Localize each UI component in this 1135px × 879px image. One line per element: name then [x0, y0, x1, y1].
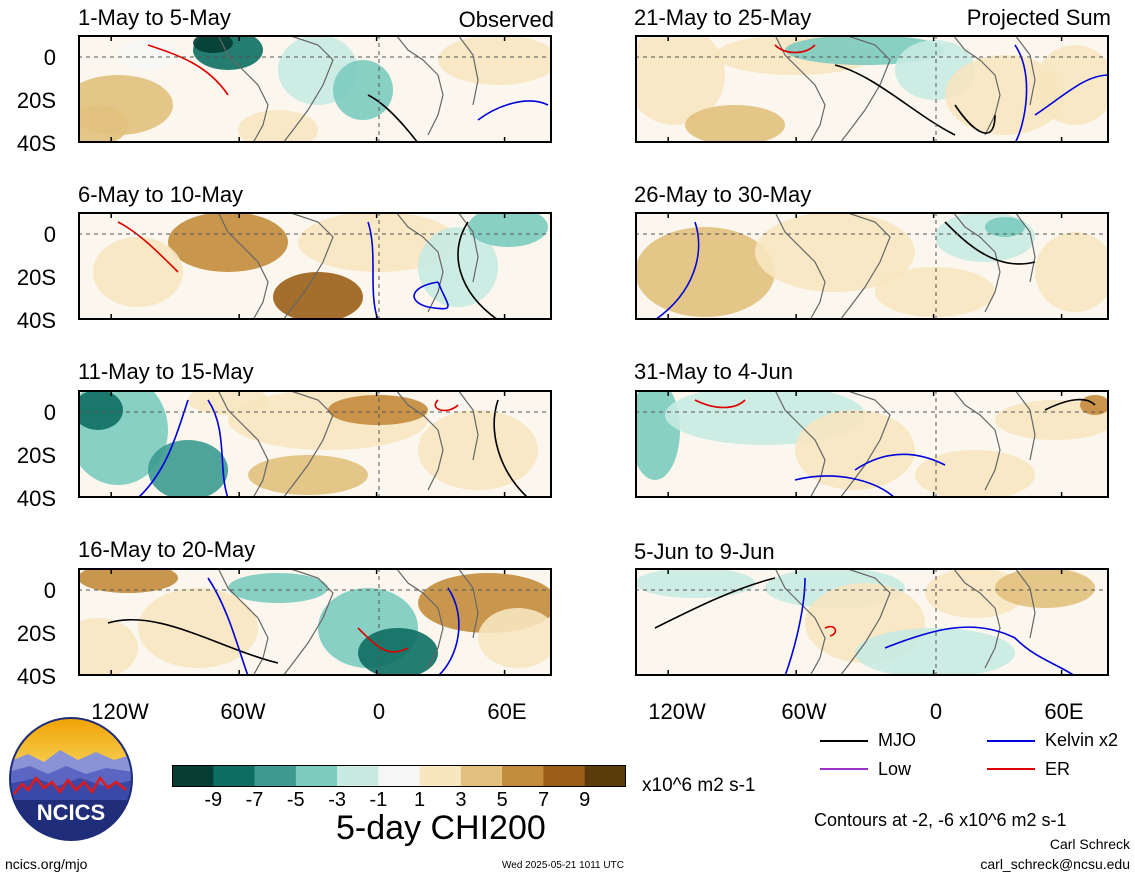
colorbar-tick-label: 3 — [455, 789, 467, 811]
colorbar-tick-label: -1 — [369, 789, 388, 811]
colorbar-units: x10^6 m2 s-1 — [642, 775, 756, 796]
colorbar-swatch — [295, 765, 338, 787]
y-tick-label: 20S — [16, 443, 56, 468]
y-tick-label: 20S — [16, 88, 56, 113]
colorbar-swatch — [502, 765, 544, 787]
map-panel-p2 — [78, 212, 552, 320]
map-panel-p1 — [78, 35, 552, 143]
legend-label: MJO — [878, 730, 916, 750]
y-tick-label: 40S — [16, 131, 56, 156]
colorbar-tick-label: 9 — [579, 789, 591, 811]
legend-line-kelvin — [987, 740, 1035, 742]
legend-label: Low — [878, 759, 912, 779]
y-tick-label: 0 — [43, 45, 56, 70]
footer-email: carl_schreck@ncsu.edu — [980, 856, 1130, 872]
colorbar-swatch — [172, 765, 214, 787]
map-panel-p4 — [78, 568, 552, 676]
y-tick-label: 40S — [16, 486, 56, 511]
colorbar-tick-label: 5 — [496, 789, 508, 811]
legend-line-er — [987, 768, 1035, 770]
map-panel-p6 — [635, 212, 1109, 320]
legend-label: Kelvin x2 — [1045, 730, 1119, 750]
panel-title: 11-May to 15-May — [78, 359, 254, 384]
colorbar-swatch — [419, 765, 462, 787]
colorbar-tick-label: -9 — [204, 789, 223, 811]
y-tick-label: 0 — [43, 222, 56, 247]
y-tick-label: 20S — [16, 621, 56, 646]
x-tick-label: 60W — [781, 699, 827, 724]
colorbar-tick-label: -7 — [245, 789, 264, 811]
panel-title: 5-Jun to 9-Jun — [634, 539, 775, 564]
panel-title: 6-May to 10-May — [78, 182, 244, 207]
footer-author: Carl Schreck — [1049, 836, 1130, 852]
colorbar-swatch — [378, 765, 421, 787]
colorbar-tick-label: 7 — [537, 789, 550, 811]
colorbar-tick-label: -5 — [286, 789, 305, 811]
map-panel-p3 — [78, 390, 552, 498]
x-tick-label: 120W — [91, 699, 149, 724]
x-tick-label: 60E — [487, 699, 527, 724]
x-tick-label: 60W — [220, 699, 266, 724]
panel-tag: Observed — [458, 7, 554, 32]
y-tick-label: 40S — [16, 308, 56, 333]
ncics-logo: NCICS — [8, 716, 134, 842]
panel-title: 16-May to 20-May — [78, 537, 256, 562]
footer-timestamp: Wed 2025-05-21 1011 UTC — [502, 860, 624, 871]
colorbar-swatch — [337, 765, 379, 787]
colorbar-swatch — [213, 765, 256, 787]
contour-note: Contours at -2, -6 x10^6 m2 s-1 — [814, 810, 1067, 830]
y-tick-label: 0 — [43, 578, 56, 603]
panel-title: 26-May to 30-May — [634, 182, 812, 207]
y-tick-label: 40S — [16, 664, 56, 689]
y-tick-label: 20S — [16, 265, 56, 290]
x-tick-label: 120W — [648, 699, 706, 724]
colorbar-swatch — [543, 765, 586, 787]
logo-text: NCICS — [37, 800, 105, 825]
x-tick-label: 0 — [929, 699, 943, 724]
panel-title: 21-May to 25-May — [634, 5, 812, 30]
colorbar-swatch — [460, 765, 503, 787]
map-panel-p8 — [635, 568, 1109, 676]
x-tick-label: 60E — [1044, 699, 1084, 724]
colorbar-swatch — [254, 765, 297, 787]
colorbar-tick-label: 1 — [414, 789, 426, 811]
legend-line-mjo — [820, 740, 868, 742]
panel-tag: Projected Sum — [966, 5, 1111, 30]
legend-line-low — [820, 768, 868, 770]
colorbar-swatches — [172, 765, 626, 787]
colorbar-title: 5-day CHI200 — [336, 809, 546, 847]
panel-title: 1-May to 5-May — [78, 5, 231, 30]
panel-title: 31-May to 4-Jun — [634, 359, 793, 384]
footer-url: ncics.org/mjo — [5, 856, 88, 872]
colorbar-tick-label: -3 — [328, 789, 346, 811]
y-tick-label: 0 — [43, 400, 56, 425]
map-panel-p7 — [635, 390, 1109, 498]
x-tick-label: 0 — [372, 699, 386, 724]
map-panel-p5 — [635, 35, 1109, 143]
colorbar-swatch — [584, 765, 626, 787]
legend-label: ER — [1045, 759, 1071, 779]
